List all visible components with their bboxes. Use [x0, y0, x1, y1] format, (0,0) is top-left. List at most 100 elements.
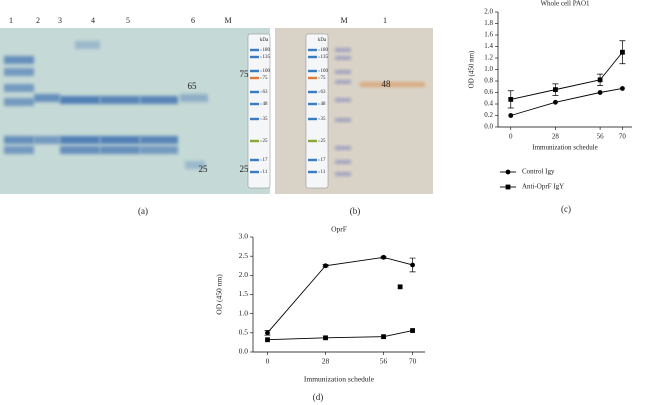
gel-band [335, 118, 351, 122]
legend-label: Control Igy [522, 168, 555, 176]
gel-a [0, 28, 270, 194]
gel-band [75, 41, 100, 49]
y-tick-label: 0.0 [239, 347, 249, 356]
ladder-band [308, 158, 317, 162]
gel-band [34, 94, 60, 102]
data-point [508, 97, 514, 102]
ladder-strip [247, 33, 271, 189]
ladder-label: 48 [263, 102, 269, 107]
lane-label: 4 [91, 16, 95, 25]
gel-band [140, 146, 178, 154]
gel-band [335, 48, 351, 52]
data-point [620, 86, 625, 91]
y-tick-label: 0.2 [484, 111, 493, 119]
y-tick-label: 3.0 [239, 232, 249, 241]
y-tick-label: 1.8 [484, 19, 493, 27]
gel-band [4, 136, 34, 144]
gel-band [100, 96, 140, 104]
lane-label: 1 [383, 16, 387, 25]
x-axis-label: Immunization schedule [532, 144, 598, 152]
ladder-band [250, 48, 259, 52]
ladder-band [250, 76, 259, 80]
gel-band [4, 98, 34, 106]
x-tick-label: 56 [380, 357, 388, 366]
ladder-label: 75 [263, 76, 269, 81]
ladder-label: 180 [321, 48, 329, 53]
gel-band [185, 161, 205, 169]
ladder-band [308, 102, 317, 106]
y-tick-label: 1.0 [239, 308, 249, 317]
y-tick-label: 0.8 [484, 77, 493, 85]
ladder-unit: kDa [318, 38, 327, 43]
ladder-label: 25 [263, 139, 269, 144]
panel-label: (a) [138, 206, 148, 216]
gel-annotation: 48 [382, 79, 392, 89]
chart-title: Whole cell PAO1 [540, 0, 590, 8]
ladder-label: 48 [321, 102, 327, 107]
gel-band [140, 136, 178, 144]
ladder-band [308, 76, 317, 80]
ladder-band [308, 117, 317, 121]
ladder-label: 17 [263, 158, 269, 163]
x-tick-label: 56 [597, 133, 605, 141]
y-tick-label: 1.4 [484, 42, 493, 50]
ladder-unit: kDa [260, 38, 269, 43]
lane-label: 1 [9, 16, 13, 25]
gel-annotation: 25 [240, 164, 250, 174]
ladder-band [250, 102, 259, 106]
gel-band [34, 136, 60, 144]
lane-label: 2 [36, 16, 40, 25]
lane-label: M [340, 16, 347, 25]
series-line [510, 88, 623, 116]
gel-band [335, 160, 351, 164]
ladder-label: 100 [263, 69, 271, 74]
data-point [265, 337, 270, 343]
y-tick-label: 1.2 [484, 54, 493, 62]
ladder-band [250, 55, 259, 59]
data-point [265, 330, 270, 336]
data-point [410, 328, 415, 333]
data-point [410, 262, 415, 268]
legend-label: Anti-OprF IgY [522, 183, 564, 191]
gel-annotation: 65 [188, 81, 198, 91]
data-point [508, 113, 514, 118]
lane-label: 6 [191, 16, 195, 25]
ladder-label: 25 [321, 139, 327, 144]
lane-label: M [224, 16, 231, 25]
data-point [381, 334, 386, 340]
gel-b [275, 28, 433, 194]
ladder-label: 11 [263, 170, 268, 175]
ladder-band [308, 69, 317, 73]
data-point [553, 87, 558, 93]
ladder-band [308, 170, 317, 174]
x-tick-label: 70 [619, 133, 627, 141]
data-point [597, 77, 603, 83]
y-tick-label: 1.5 [239, 289, 249, 298]
data-point [597, 90, 603, 95]
gel-band [100, 146, 140, 154]
legend-marker [505, 184, 511, 190]
data-point [397, 284, 403, 290]
gel-band [100, 136, 140, 144]
gel-band [4, 68, 34, 76]
ladder-band [250, 158, 259, 162]
gel-band [335, 80, 351, 84]
x-tick-label: 0 [266, 357, 270, 366]
x-tick-label: 28 [552, 133, 560, 141]
gel-annotation: 75 [240, 69, 250, 79]
ladder-strip [305, 33, 329, 189]
y-tick-label: 2.5 [239, 251, 249, 260]
ladder-label: 135 [263, 55, 271, 60]
gel-band [335, 98, 351, 102]
series-line [267, 256, 413, 334]
data-point [323, 335, 328, 341]
x-tick-label: 0 [509, 133, 513, 141]
y-axis-label: OD (450 nm) [215, 274, 224, 315]
series-line [510, 51, 623, 100]
ladder-band [250, 139, 259, 143]
ladder-band [250, 117, 259, 121]
y-tick-label: 2.0 [484, 8, 493, 16]
ladder-band [250, 90, 259, 94]
panel-label: (b) [350, 206, 361, 216]
